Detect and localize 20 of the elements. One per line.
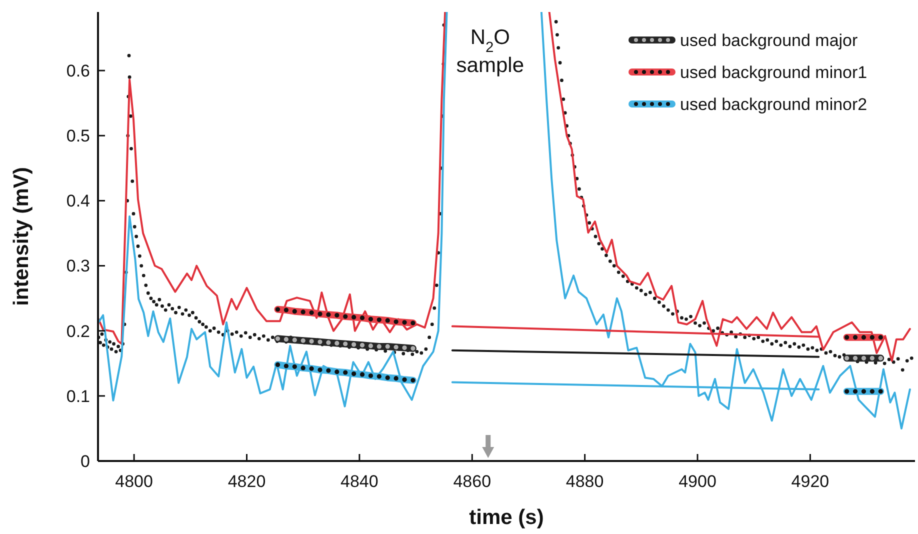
- y-tick-label: 0.2: [66, 322, 90, 341]
- x-tick-label: 4900: [678, 472, 716, 491]
- legend-label: used background minor2: [680, 94, 868, 114]
- x-tick-label: 4800: [115, 472, 153, 491]
- y-axis-title: intensity (mV): [10, 167, 33, 306]
- y-tick-label: 0.5: [66, 126, 90, 146]
- x-tick-label: 4860: [453, 472, 492, 491]
- legend-label: used background minor1: [680, 62, 868, 82]
- y-tick-label: 0.6: [66, 62, 90, 81]
- y-tick-label: 0.3: [66, 256, 90, 276]
- legend-label: used background major: [680, 30, 858, 50]
- annotation: N$_{2}$O sample: [456, 26, 524, 77]
- x-axis-title: time (s): [469, 506, 544, 529]
- x-tick-label: 4920: [791, 472, 830, 491]
- y-tick-label: 0.1: [66, 386, 90, 406]
- y-tick-label: 0.4: [66, 192, 90, 211]
- x-tick-label: 4880: [566, 472, 604, 491]
- x-tick-label: 4840: [340, 472, 378, 491]
- y-tick-label: 0: [80, 452, 90, 471]
- x-tick-label: 4820: [228, 472, 266, 491]
